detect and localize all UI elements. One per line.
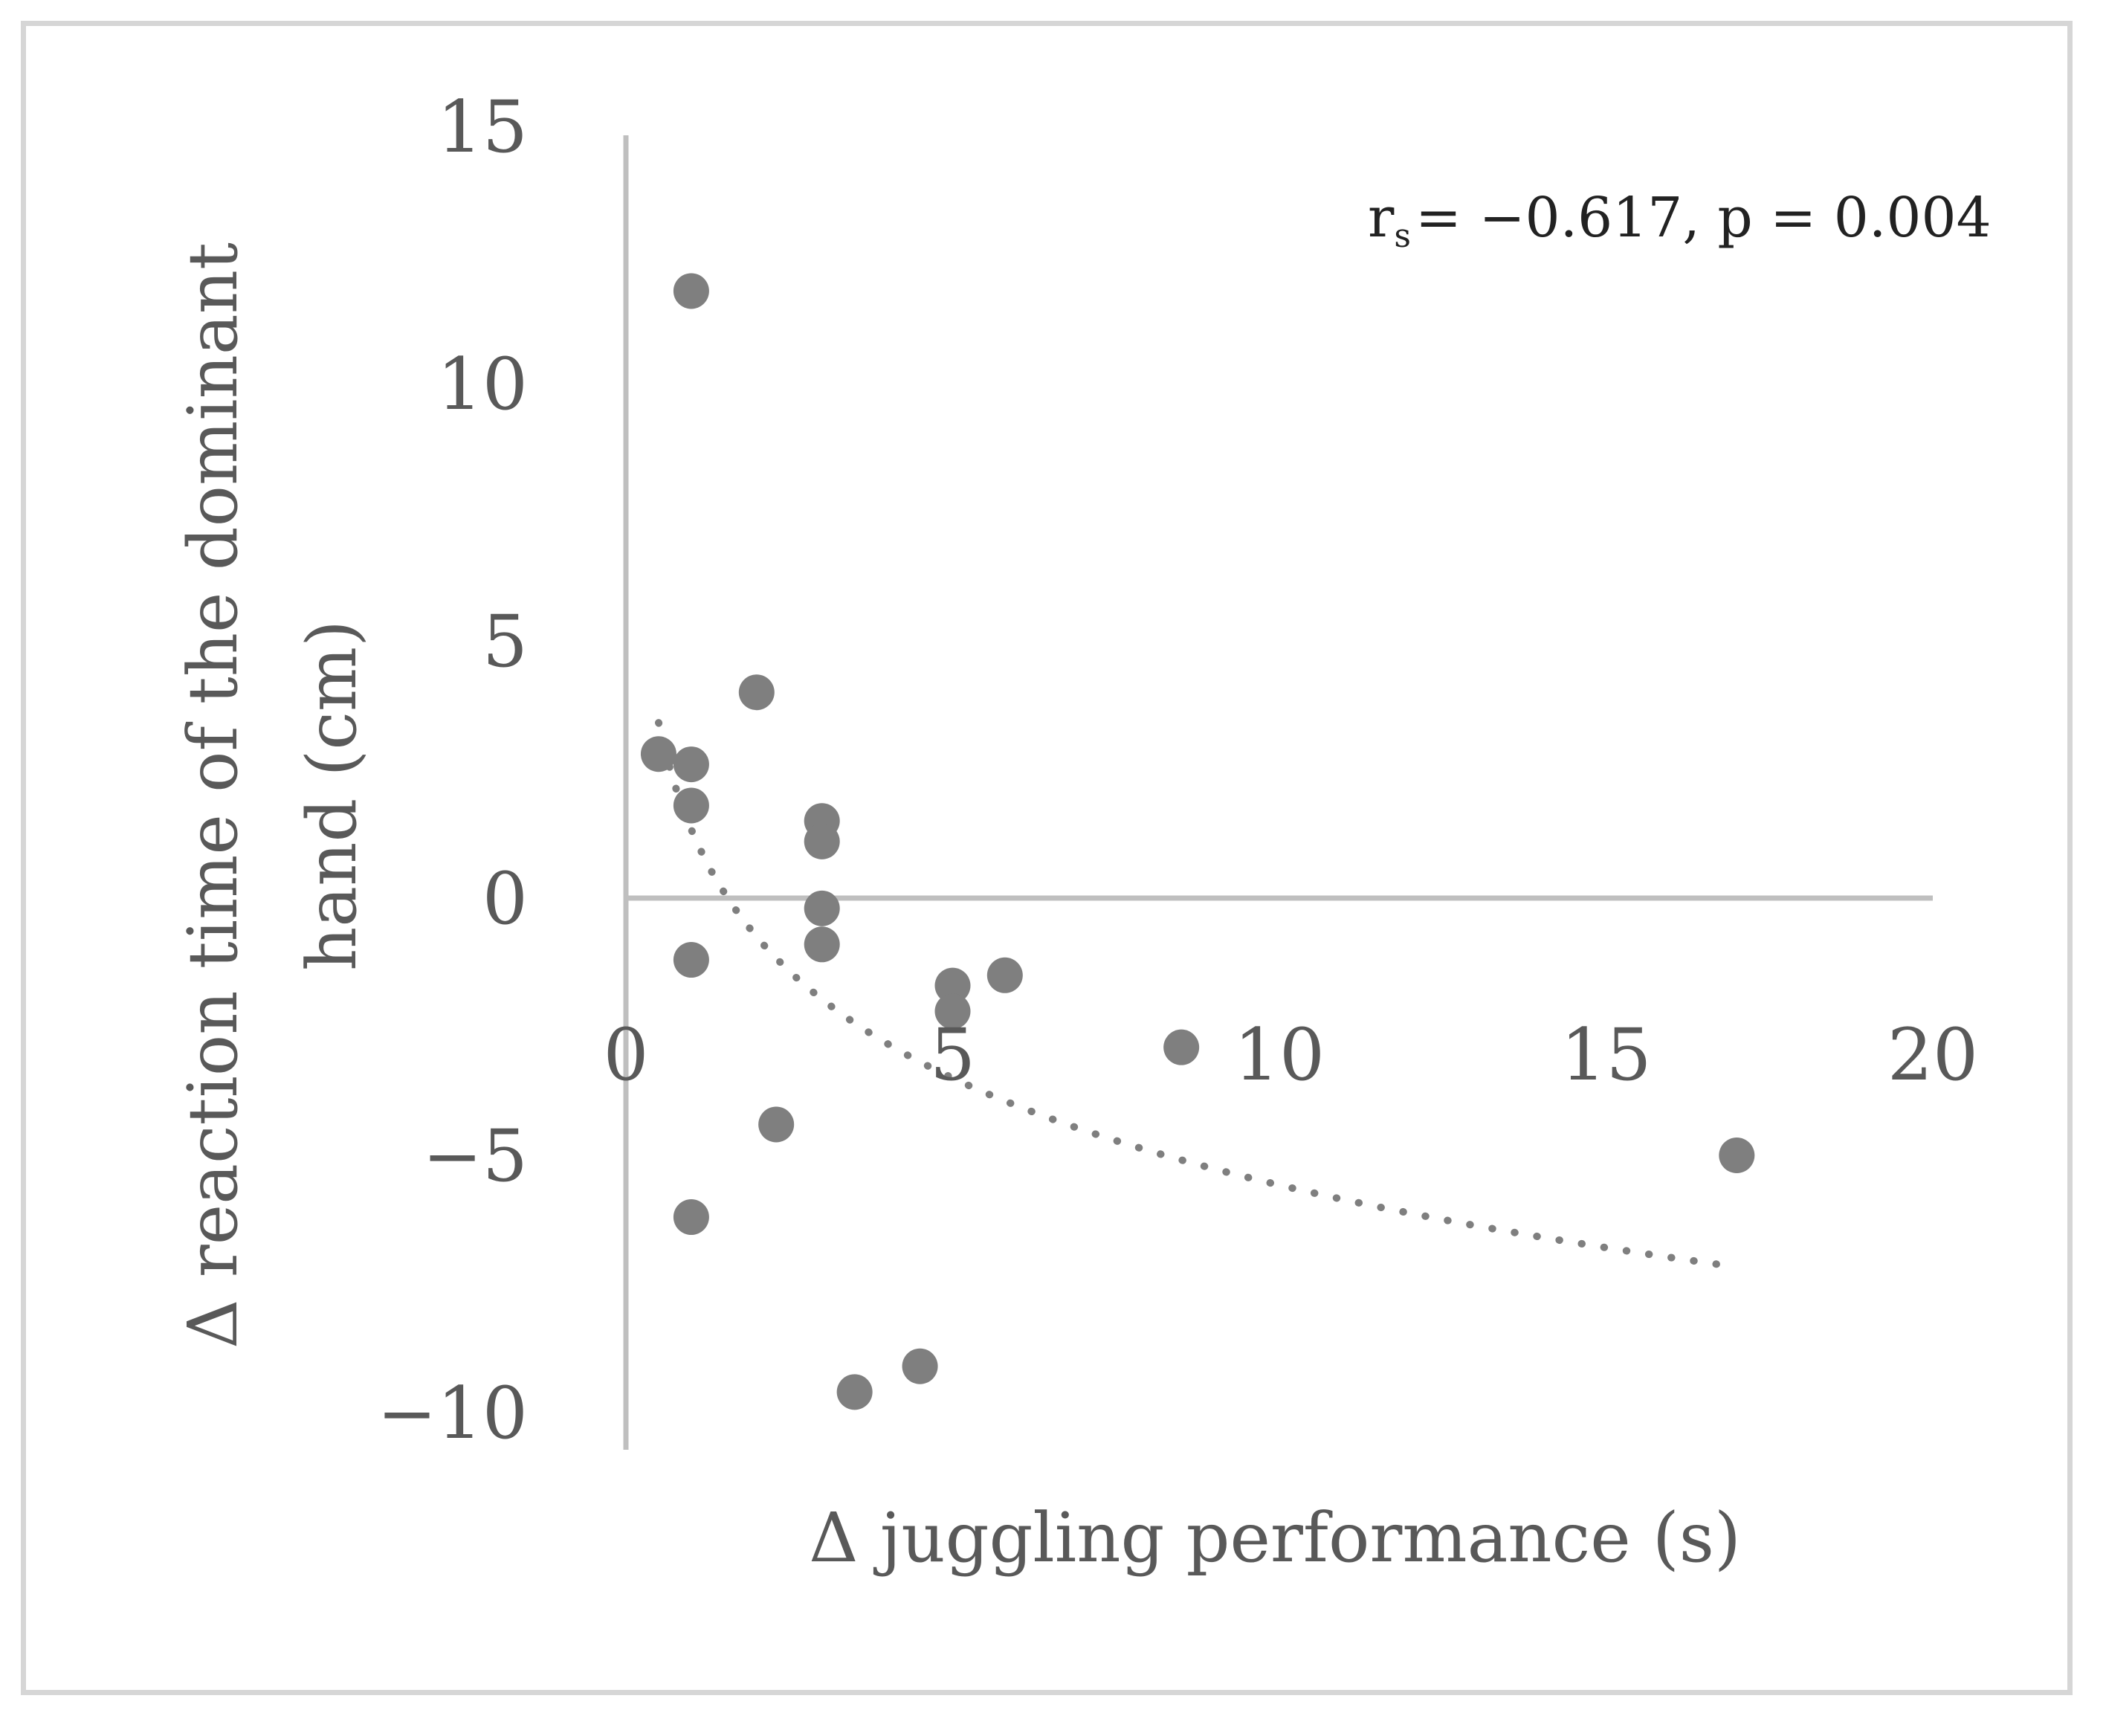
data-point: [673, 1199, 709, 1236]
x-tick-label: 20: [1887, 1013, 1978, 1097]
y-tick-label: −10: [377, 1372, 528, 1455]
data-point: [902, 1348, 938, 1384]
data-point: [804, 926, 840, 963]
y-tick-label: 15: [437, 85, 528, 169]
y-tick-label: 10: [437, 343, 528, 426]
data-point: [836, 1374, 873, 1410]
data-point: [804, 823, 840, 859]
y-tick-label: 0: [482, 857, 528, 940]
r-subscript: s: [1394, 217, 1411, 255]
data-point: [986, 957, 1023, 993]
trendline: [655, 719, 1721, 1268]
r-symbol: r: [1368, 186, 1395, 250]
data-point: [673, 942, 709, 978]
y-axis-title-line-1: Δ reaction time of the dominant: [173, 242, 253, 1349]
x-tick-label: 5: [930, 1013, 975, 1097]
tick-labels: 0 5 10 15 20 15 10 5 0 −5 −10: [377, 85, 1978, 1455]
figure-frame: [21, 21, 2073, 1695]
y-tick-label: −5: [422, 1114, 528, 1198]
x-tick-label: 15: [1560, 1013, 1651, 1097]
data-point: [673, 273, 709, 309]
x-tick-label: 10: [1234, 1013, 1325, 1097]
axes: [623, 135, 1933, 1450]
data-point: [1163, 1029, 1200, 1065]
y-tick-label: 5: [482, 600, 528, 683]
x-tick-label: 0: [603, 1013, 648, 1097]
trendline-group: [655, 719, 1721, 1268]
data-point: [640, 736, 676, 772]
data-point: [673, 787, 709, 824]
x-axis-title: Δ juggling performance (s): [809, 1498, 1741, 1578]
data-point: [1719, 1138, 1755, 1173]
correlation-annotation: rs= −0.617, p = 0.004: [1368, 186, 1992, 255]
data-point: [804, 890, 840, 926]
data-point: [934, 967, 971, 1004]
data-point: [673, 746, 709, 783]
y-axis-title-line-2: hand (cm): [292, 620, 372, 971]
data-point: [738, 674, 775, 711]
data-point: [934, 993, 971, 1030]
data-point: [758, 1106, 795, 1143]
correlation-text: = −0.617, p = 0.004: [1415, 186, 1992, 250]
y-axis-title: Δ reaction time of the dominant hand (cm…: [173, 242, 372, 1349]
data-points: [640, 273, 1755, 1410]
